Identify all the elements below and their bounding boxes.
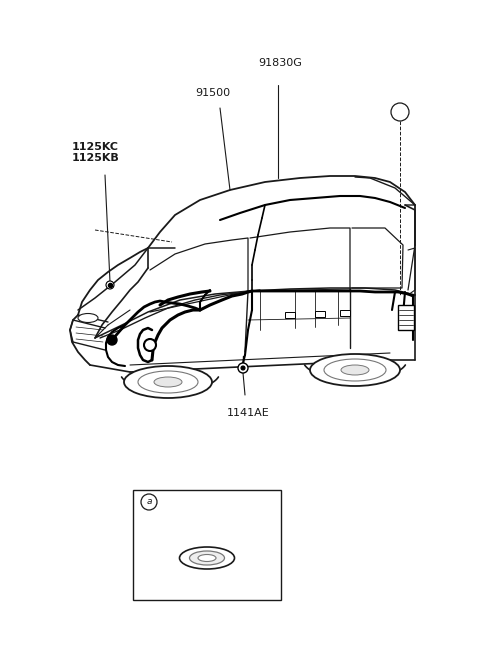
Text: 91500: 91500 bbox=[195, 88, 230, 98]
Text: 1125KB: 1125KB bbox=[72, 153, 120, 163]
Text: 91830G: 91830G bbox=[258, 58, 302, 68]
Text: 1125KC: 1125KC bbox=[72, 142, 119, 152]
Ellipse shape bbox=[138, 371, 198, 393]
Ellipse shape bbox=[341, 365, 369, 375]
Bar bbox=[133, 490, 281, 600]
Text: 91713: 91713 bbox=[178, 496, 213, 506]
Ellipse shape bbox=[198, 555, 216, 561]
Bar bbox=[340, 310, 350, 316]
Bar bbox=[315, 311, 325, 317]
Ellipse shape bbox=[324, 359, 386, 381]
Circle shape bbox=[238, 363, 248, 373]
Bar bbox=[398, 305, 414, 330]
Ellipse shape bbox=[78, 314, 98, 322]
Ellipse shape bbox=[190, 551, 225, 565]
Bar bbox=[285, 312, 295, 318]
Circle shape bbox=[241, 366, 245, 370]
Circle shape bbox=[391, 103, 409, 121]
Text: 1141AE: 1141AE bbox=[227, 408, 269, 418]
Ellipse shape bbox=[180, 547, 235, 569]
Circle shape bbox=[141, 494, 157, 510]
Text: a: a bbox=[397, 107, 403, 117]
Ellipse shape bbox=[154, 377, 182, 387]
Circle shape bbox=[107, 335, 117, 345]
Circle shape bbox=[144, 339, 156, 351]
Ellipse shape bbox=[124, 366, 212, 398]
Ellipse shape bbox=[310, 354, 400, 386]
Circle shape bbox=[106, 281, 114, 289]
Text: a: a bbox=[146, 498, 152, 506]
